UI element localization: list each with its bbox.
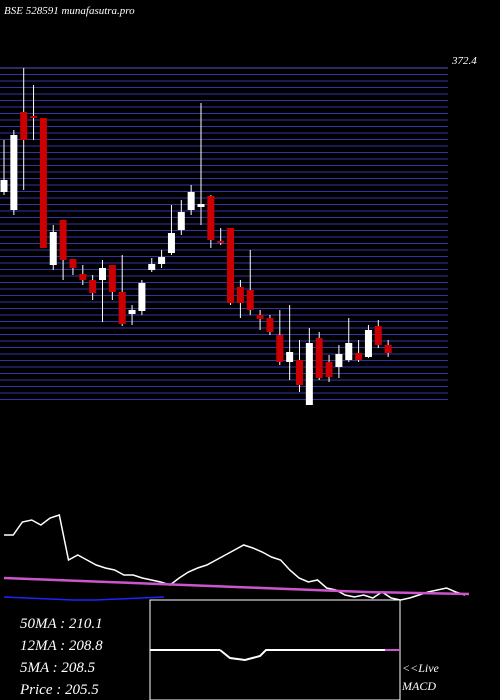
candle-body <box>59 220 67 260</box>
candle-body <box>227 228 235 303</box>
candle-body <box>158 257 166 264</box>
candle-body <box>148 264 156 270</box>
candle-body <box>286 352 294 362</box>
candle-body <box>355 353 363 360</box>
chart-title: BSE 528591 munafasutra.pro <box>4 5 135 17</box>
candle-body <box>128 310 136 314</box>
candle-body <box>236 287 244 303</box>
candle-body <box>296 360 303 385</box>
candle-body <box>266 318 274 332</box>
candle-body <box>138 283 146 311</box>
candle-body <box>384 345 392 353</box>
macd-label: MACD <box>401 679 436 693</box>
macd-line <box>219 649 385 662</box>
candle-body <box>167 233 175 253</box>
candle-body <box>335 354 343 367</box>
indicator-line <box>4 514 466 601</box>
ma-label: 5MA : 208.5 <box>20 660 96 676</box>
candle-body <box>187 192 195 210</box>
candle-body <box>315 338 323 378</box>
y-tick-label: 372.4 <box>451 55 477 67</box>
candle-body <box>246 290 254 310</box>
candle-body <box>305 343 313 405</box>
candle-body <box>325 362 333 377</box>
candle-body <box>345 343 353 360</box>
candle-body <box>39 118 47 248</box>
candle-body <box>49 232 57 265</box>
candle-body <box>118 292 126 324</box>
candle-body <box>69 259 77 268</box>
candle-body <box>99 268 106 280</box>
ma-label: 50MA : 210.1 <box>20 616 103 632</box>
candle-body <box>276 335 284 362</box>
indicator-line <box>3 596 165 601</box>
live-label: <<Live <box>402 661 440 675</box>
candle-body <box>207 196 215 240</box>
candle-body <box>30 116 38 118</box>
candle-body <box>197 204 205 207</box>
candle-body <box>177 212 185 230</box>
candle-body <box>0 180 8 192</box>
candle-body <box>256 315 264 319</box>
candle-body <box>10 135 18 210</box>
ma-label: 12MA : 208.8 <box>20 638 103 654</box>
candle-body <box>108 265 116 292</box>
candle-body <box>20 112 28 140</box>
price-label: Price : 205.5 <box>19 682 99 698</box>
candle-body <box>89 280 97 293</box>
candle-body <box>364 330 372 357</box>
candle-body <box>217 241 225 243</box>
indicator-line <box>3 576 470 596</box>
candle-body <box>374 326 382 345</box>
candle-body <box>79 274 87 280</box>
